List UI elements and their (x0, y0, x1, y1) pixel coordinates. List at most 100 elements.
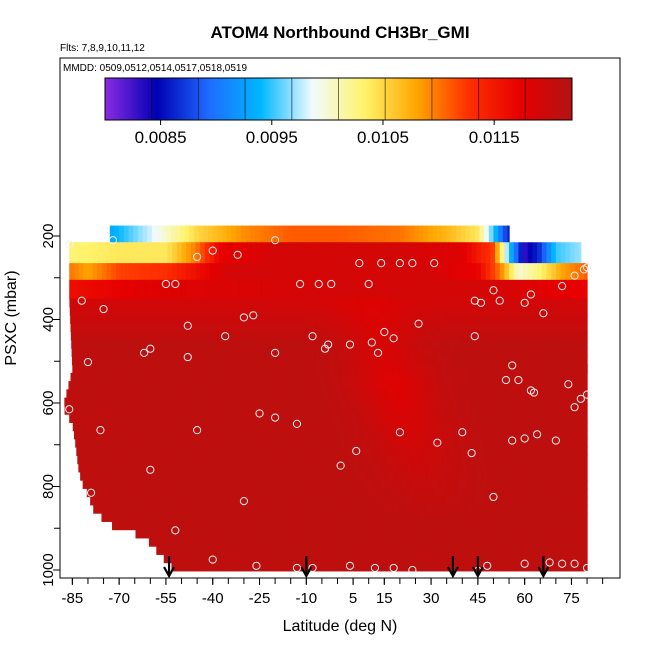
field-cell (239, 471, 245, 481)
field-cell (102, 298, 108, 308)
field-cell (345, 279, 351, 300)
field-cell (428, 381, 435, 390)
field-cell (412, 372, 418, 382)
field-cell (385, 447, 391, 456)
field-cell (415, 242, 421, 264)
field-cell (430, 521, 436, 531)
field-cell (179, 364, 186, 374)
field-cell (448, 263, 454, 281)
field-cell (569, 242, 576, 264)
field-cell (424, 405, 431, 415)
field-cell (70, 315, 76, 324)
field-cell (319, 496, 325, 506)
field-cell (399, 356, 405, 366)
field-cell (570, 298, 576, 308)
field-cell (482, 438, 488, 448)
field-cell (303, 430, 309, 440)
field-cell (550, 480, 556, 489)
sample-point (208, 246, 217, 255)
field-cell (419, 463, 426, 473)
field-cell (103, 339, 110, 349)
field-cell (130, 414, 136, 423)
field-cell (83, 405, 89, 415)
field-cell (500, 438, 507, 448)
field-cell (410, 537, 417, 547)
field-cell (317, 529, 324, 539)
field-cell (358, 513, 365, 522)
field-cell (453, 554, 460, 564)
field-cell (283, 562, 290, 572)
field-cell (174, 496, 180, 506)
field-cell (226, 364, 233, 374)
field-cell (132, 339, 138, 349)
field-cell (586, 348, 588, 357)
field-cell (542, 504, 548, 514)
field-cell (337, 372, 343, 382)
field-cell (290, 471, 296, 481)
field-cell (383, 504, 389, 514)
field-cell (550, 463, 557, 473)
field-cell (153, 414, 159, 423)
field-cell (282, 364, 289, 374)
field-cell (176, 430, 183, 440)
field-cell (123, 447, 129, 456)
field-cell (321, 405, 328, 415)
arrow-head (537, 566, 550, 579)
field-cell (475, 513, 482, 522)
field-cell (430, 504, 436, 514)
field-cell (92, 463, 98, 473)
field-cell (274, 562, 280, 572)
field-cell (507, 455, 514, 465)
sample-point (533, 430, 542, 439)
field-cell (296, 496, 302, 506)
sample-point (389, 563, 398, 573)
field-cell (490, 430, 496, 440)
field-cell (443, 397, 449, 407)
field-cell (581, 447, 587, 456)
field-cell (297, 480, 304, 489)
field-cell (406, 306, 412, 316)
field-cell (443, 430, 449, 440)
field-cell (354, 430, 360, 440)
field-cell (583, 279, 588, 300)
field-cell (455, 356, 461, 366)
field-cell (378, 279, 384, 300)
field-cell (365, 323, 371, 333)
field-cell (433, 562, 439, 572)
field-cell (252, 529, 258, 539)
field-cell (344, 381, 350, 390)
field-cell (393, 389, 400, 399)
field-cell (228, 279, 234, 300)
field-cell (114, 356, 120, 366)
field-cell (105, 488, 111, 498)
field-cell (482, 389, 489, 399)
field-cell (469, 546, 476, 555)
field-cell (75, 438, 81, 448)
field-cell (452, 405, 459, 415)
field-cell (160, 447, 166, 456)
field-cell (463, 438, 469, 448)
field-cell (457, 242, 463, 264)
field-cell (148, 263, 155, 281)
field-cell (427, 496, 433, 506)
field-cell (357, 225, 364, 243)
field-cell (564, 480, 570, 489)
field-cell (286, 447, 293, 456)
field-cell (485, 242, 491, 264)
field-cell (285, 529, 291, 539)
field-cell (387, 263, 393, 281)
field-cell (317, 405, 323, 415)
field-cell (230, 348, 236, 357)
field-cell (176, 537, 183, 547)
field-cell (334, 488, 341, 498)
field-cell (215, 323, 221, 333)
field-cell (373, 298, 379, 308)
field-cell (165, 225, 172, 243)
field-cell (479, 488, 486, 498)
field-cell (487, 389, 493, 399)
field-cell (575, 521, 581, 531)
field-cell (503, 455, 509, 465)
field-cell (252, 372, 259, 382)
field-cell (375, 447, 382, 456)
field-cell (429, 397, 435, 407)
